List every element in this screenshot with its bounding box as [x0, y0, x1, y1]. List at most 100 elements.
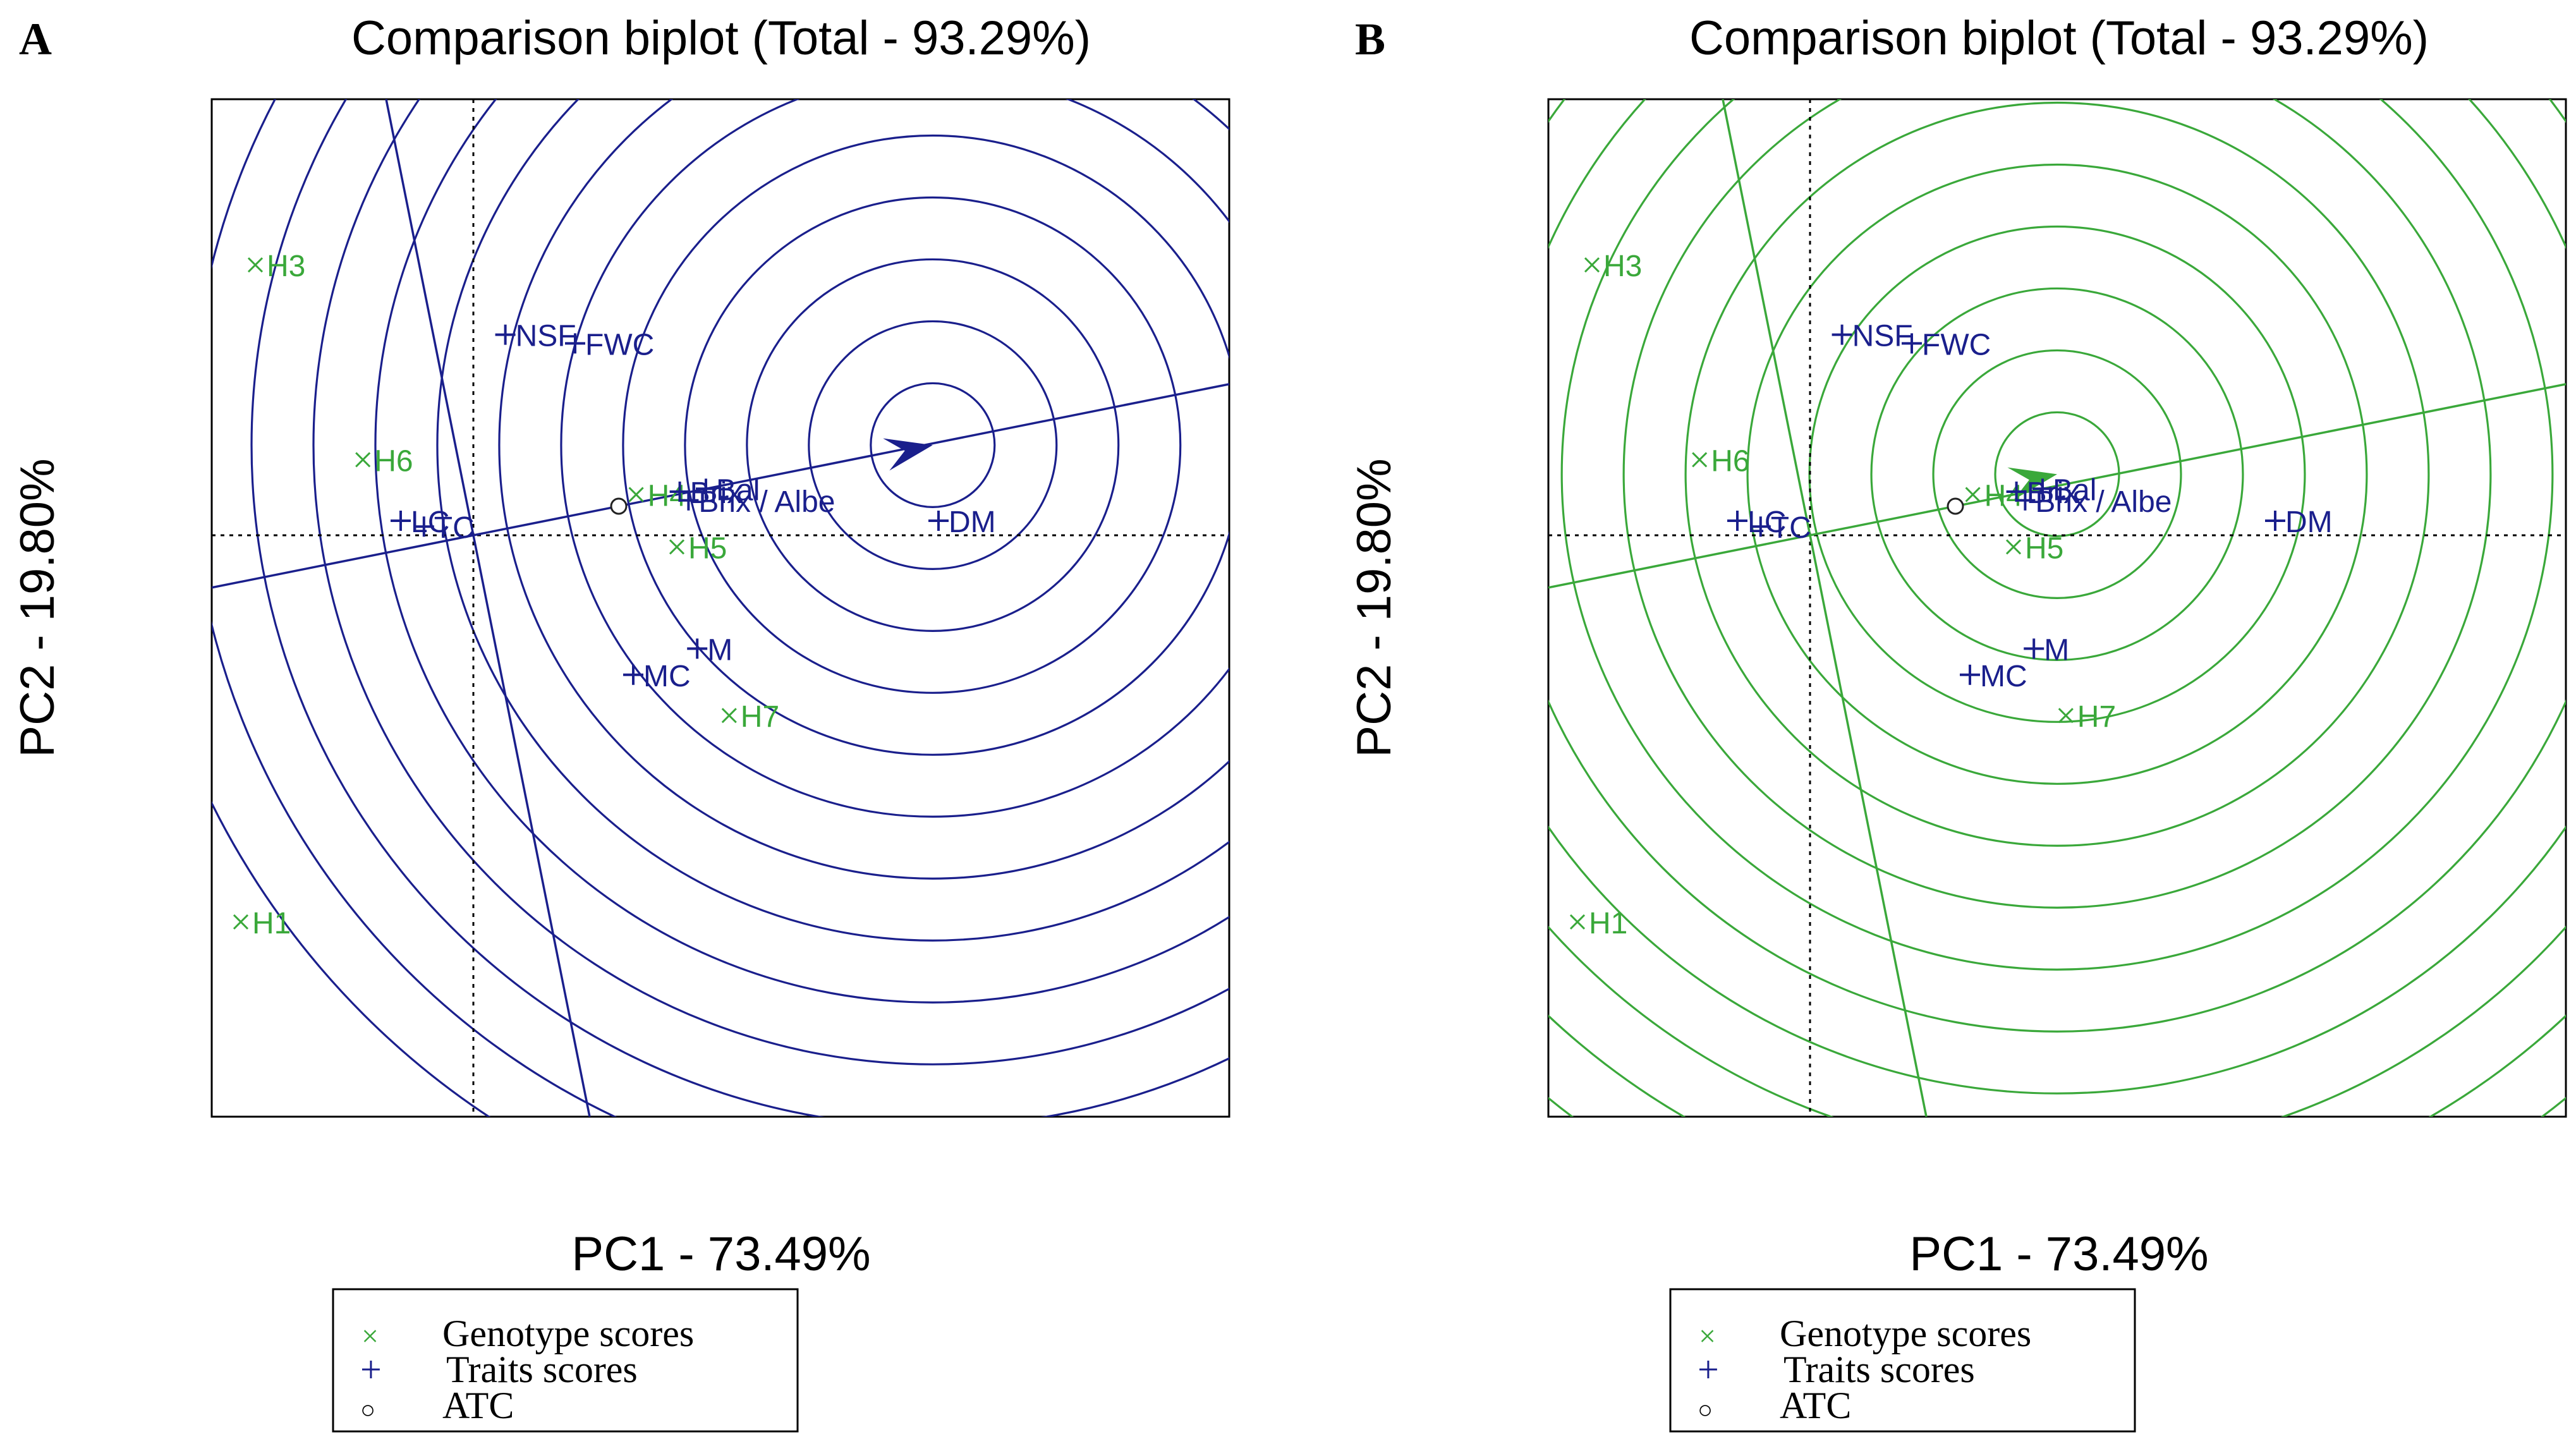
atc-marker-a	[610, 497, 628, 515]
concentric-ring-b	[1622, 99, 2492, 909]
trait-marker	[669, 482, 690, 502]
concentric-ring-b	[1932, 349, 2182, 599]
concentric-ring-a	[498, 99, 1229, 880]
trait-marker	[1832, 324, 1852, 345]
trait-marker	[623, 664, 643, 685]
genotype-marker	[1584, 257, 1600, 273]
trait-label: DM	[2285, 506, 2333, 539]
panel-b-xlabel: PC1 - 73.49%	[1909, 1227, 2208, 1281]
panel-a-xlabel: PC1 - 73.49%	[571, 1227, 870, 1281]
trait-label: Bal	[2053, 473, 2096, 507]
trait-marker	[1727, 511, 1747, 531]
genotype-marker	[628, 487, 644, 502]
trait-label: M	[2044, 633, 2069, 667]
concentric-ring-b	[1548, 99, 2566, 1095]
genotype-marker	[2058, 708, 2074, 724]
concentric-ring-a	[312, 99, 1229, 1065]
trait-label: MC	[1980, 660, 2027, 693]
trait-label: TC	[1771, 511, 1811, 545]
genotype-label: H6	[374, 444, 413, 478]
concentric-ring-a	[560, 99, 1229, 818]
trait-label: Brix / Albe	[2035, 485, 2172, 519]
trait-label: Brix	[2027, 477, 2079, 510]
panel-b: B Comparison biplot (Total - 93.29%) PC2…	[1347, 11, 2429, 1433]
trait-label: LC	[411, 506, 449, 539]
legend-b-traits-symbol: +	[1698, 1349, 1719, 1390]
legend-b-box	[1669, 1288, 2136, 1433]
trait-label: LC	[1747, 506, 1786, 539]
genotype-label: H1	[252, 907, 291, 940]
atc-ordinate-a	[385, 99, 591, 1117]
concentric-ring-a	[250, 99, 1229, 1117]
trait-marker	[2265, 511, 2285, 531]
concentric-ring-a	[436, 99, 1229, 942]
panel-a-title: Comparison biplot (Total - 93.29%)	[351, 11, 1091, 65]
trait-marker	[1750, 516, 1771, 537]
genotype-label: H3	[1603, 250, 1642, 283]
trait-label: TC	[434, 511, 475, 545]
genotype-label: H5	[688, 531, 727, 565]
trait-label: DM	[949, 506, 996, 539]
trait-marker	[1902, 333, 1922, 354]
plot-frame-b	[1547, 98, 2567, 1118]
trait-marker	[565, 333, 585, 354]
trait-label: NSF	[1852, 320, 1913, 353]
legend-a-traits-label: Traits scores	[446, 1349, 638, 1390]
trait-marker	[1960, 664, 1980, 685]
legend-a-atc-symbol: ○	[360, 1395, 375, 1424]
trait-label: NSF	[516, 320, 576, 353]
atc-abscissa-a	[212, 383, 1229, 589]
trait-marker	[928, 511, 949, 531]
concentric-ring-a	[746, 258, 1120, 632]
atc-ordinate-b	[1722, 99, 1928, 1117]
concentric-ring-a	[808, 320, 1058, 570]
atc-marker-b	[1947, 497, 1964, 515]
concentric-ring-b	[1746, 163, 2368, 785]
ideal-arrow-b	[2007, 467, 2057, 500]
trait-marker	[687, 638, 708, 659]
genotype-label: H6	[1711, 444, 1749, 478]
panel-a: A Comparison biplot (Total - 93.29%) PC2…	[11, 11, 1091, 1433]
legend-a-box	[332, 1288, 799, 1433]
concentric-ring-a	[870, 382, 996, 508]
trait-label: MC	[643, 660, 691, 693]
genotype-label: H7	[741, 700, 779, 734]
genotype-marker	[2005, 539, 2022, 555]
trait-marker	[2032, 478, 2053, 499]
trait-marker	[696, 478, 716, 499]
trait-marker	[678, 490, 699, 511]
genotype-marker	[247, 257, 264, 273]
legend-a-atc-label: ATC	[442, 1385, 514, 1426]
trait-marker	[2015, 490, 2036, 511]
trait-marker	[413, 516, 434, 537]
panel-b-label: B	[1355, 14, 1385, 64]
concentric-ring-b	[1560, 99, 2554, 971]
concentric-ring-a	[374, 99, 1229, 1004]
genotype-marker	[1692, 452, 1708, 468]
genotype-marker	[1569, 914, 1586, 930]
panel-b-ylabel: PC2 - 19.80%	[1347, 458, 1401, 757]
trait-marker	[495, 324, 516, 345]
trait-marker	[2024, 638, 2044, 659]
trait-label: FWC	[585, 328, 654, 361]
genotype-marker	[233, 914, 249, 930]
genotype-marker	[355, 452, 371, 468]
genotype-marker	[1965, 487, 1981, 502]
trait-label: M	[707, 633, 732, 667]
legend-b-traits-label: Traits scores	[1783, 1349, 1975, 1390]
trait-marker	[391, 511, 411, 531]
concentric-ring-a	[684, 196, 1182, 694]
concentric-ring-b	[1548, 99, 2566, 1033]
trait-label: FWC	[1922, 328, 1991, 361]
panel-a-ylabel: PC2 - 19.80%	[11, 458, 64, 757]
panel-b-title: Comparison biplot (Total - 93.29%)	[1689, 11, 2429, 65]
panel-b-legend: × Genotype scores + Traits scores ○ ATC	[1669, 1288, 2136, 1433]
trait-marker	[2006, 482, 2027, 502]
legend-b-genotype-label: Genotype scores	[1780, 1313, 2031, 1354]
legend-a-genotype-symbol: ×	[361, 1320, 379, 1353]
legend-b-atc-symbol: ○	[1698, 1395, 1713, 1424]
